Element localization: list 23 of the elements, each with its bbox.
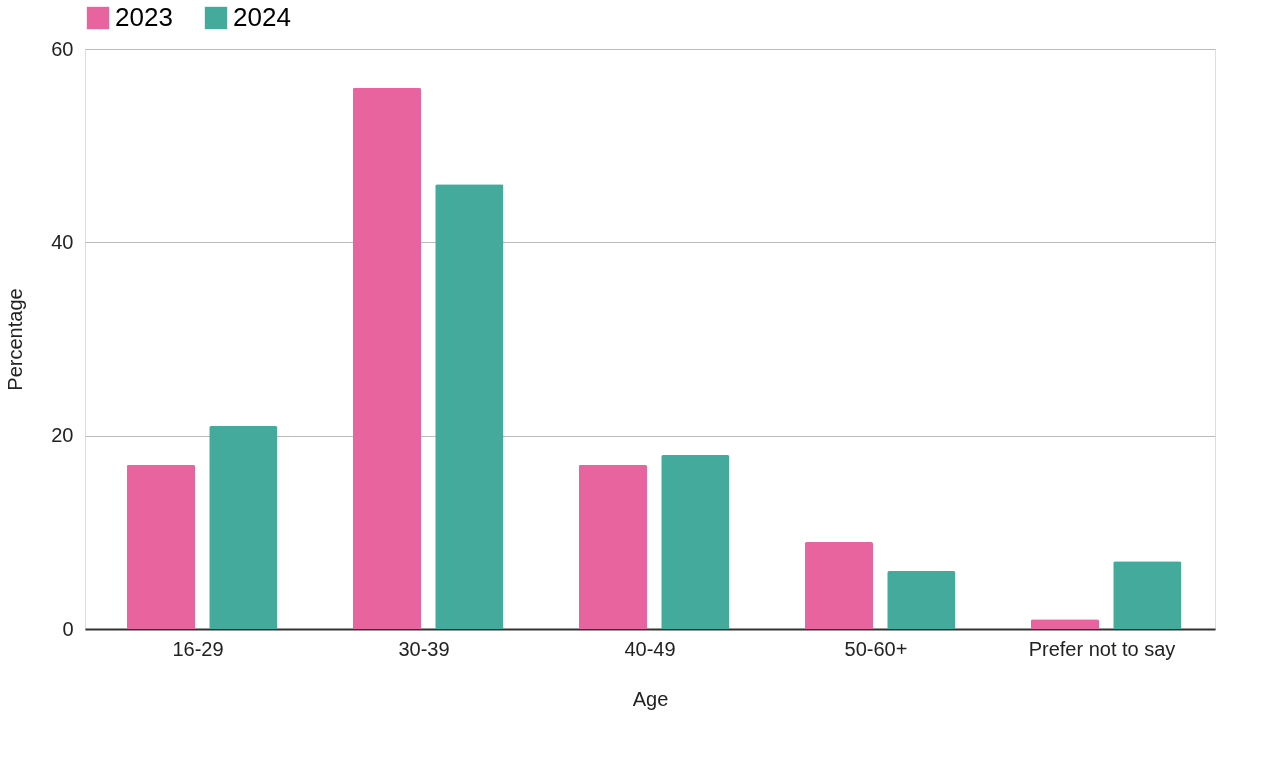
y-tick-label: 20	[51, 424, 74, 447]
x-tick-label: 40-49	[624, 637, 676, 660]
bar	[804, 542, 874, 629]
x-tick-label: 50-60+	[844, 637, 908, 660]
bar	[209, 426, 278, 629]
bar	[578, 464, 648, 629]
x-tick-label: Prefer not to say	[1028, 637, 1176, 660]
x-tick-label: 30-39	[398, 637, 450, 660]
legend-label: 2024	[233, 2, 291, 32]
y-axis-title: Percentage	[4, 288, 27, 391]
bar	[887, 571, 956, 629]
bar	[126, 464, 196, 629]
bar	[352, 87, 422, 629]
bar	[435, 184, 504, 629]
x-axis-title: Age	[632, 687, 669, 710]
legend-label: 2023	[115, 2, 173, 32]
bar	[1113, 561, 1182, 629]
y-tick-label: 40	[51, 230, 74, 253]
x-tick-label: 16-29	[172, 637, 224, 660]
y-tick-label: 60	[51, 37, 74, 60]
y-tick-label: 0	[62, 617, 74, 640]
bar	[1030, 619, 1100, 629]
bar	[661, 455, 730, 629]
